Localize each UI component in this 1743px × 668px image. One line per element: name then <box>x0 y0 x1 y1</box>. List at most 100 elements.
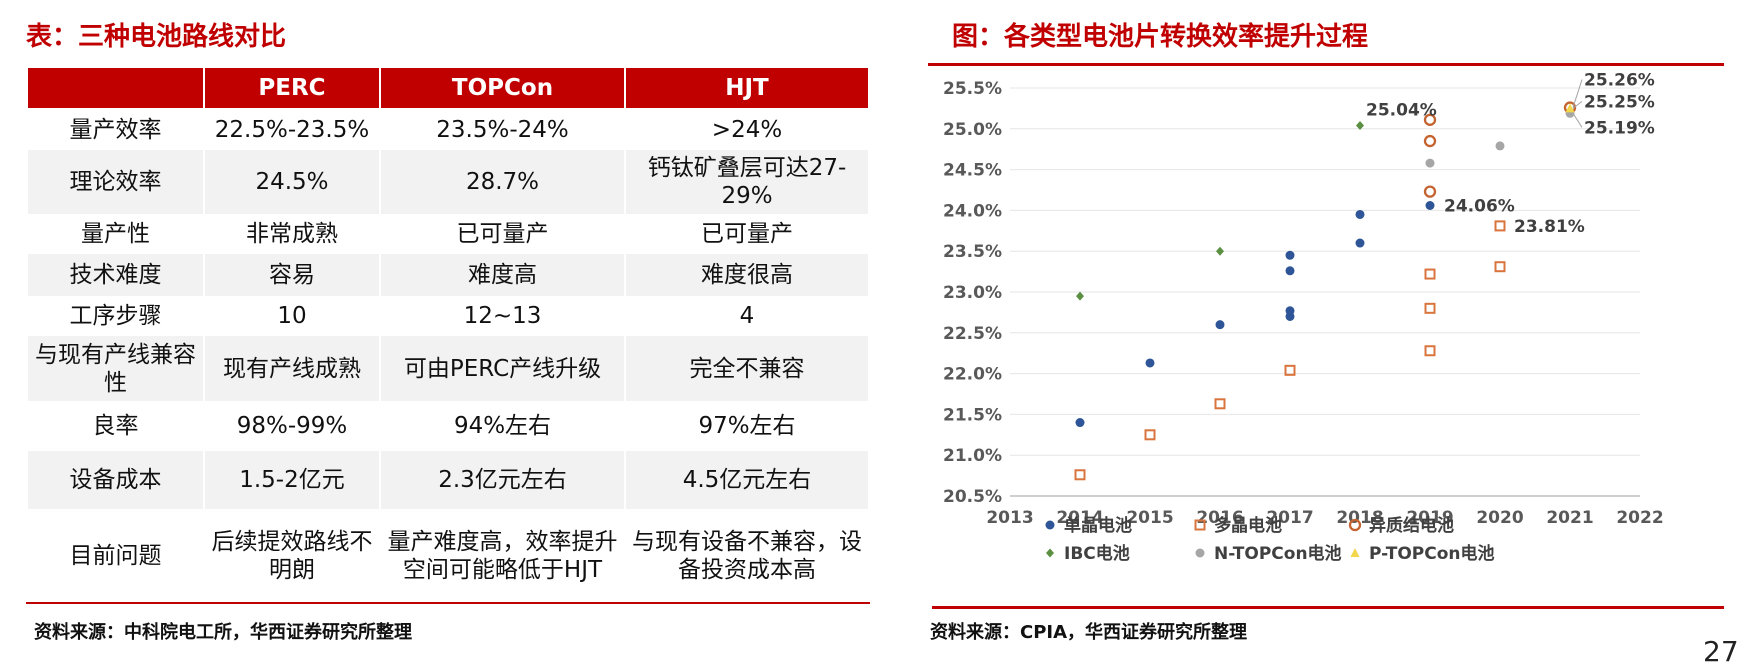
point-单晶电池 <box>1285 266 1295 276</box>
efficiency-scatter-chart: 20.5% 21.0% 21.5% 22.0% 22.5% 23.0% 23.5% 24.0%… <box>943 71 1664 564</box>
x-tick-label: 2018 <box>1336 508 1383 528</box>
legend-label: P-TOPCon电池 <box>1369 543 1494 564</box>
table-row: 理论效率 24.5% 28.7% 钙钛矿叠层可达27-29% <box>26 150 870 214</box>
row-label: 工序步骤 <box>26 296 205 336</box>
row-label: 目前问题 <box>26 509 205 604</box>
cell: 钙钛矿叠层可达27-29% <box>624 150 870 214</box>
point-多晶电池 <box>1214 398 1226 410</box>
header-perc: PERC <box>203 66 381 110</box>
y-tick-label: 21.0% <box>943 446 1002 466</box>
cell: 与现有设备不兼容，设备投资成本高 <box>624 509 870 604</box>
cell: 难度很高 <box>624 254 870 296</box>
point-单晶电池 <box>1355 238 1365 248</box>
point-异质结电池 <box>1423 185 1437 198</box>
point-P-TOPCon电池 <box>1565 103 1575 113</box>
annotation-leader <box>1572 113 1583 128</box>
point-单晶电池 <box>1355 209 1365 219</box>
table-header-row: PERC TOPCon HJT <box>26 66 870 110</box>
annotation-leader <box>1572 101 1583 109</box>
table-row: 技术难度 容易 难度高 难度很高 <box>26 254 870 296</box>
x-tick-label: 2022 <box>1616 508 1663 528</box>
data-label: 25.25% <box>1584 92 1655 112</box>
point-多晶电池 <box>1424 268 1436 280</box>
table-source: 资料来源：中科院电工所，华西证券研究所整理 <box>34 622 412 643</box>
row-label: 理论效率 <box>26 150 205 214</box>
header-hjt: HJT <box>624 66 870 110</box>
cell: 97%左右 <box>624 401 870 451</box>
cell: 难度高 <box>379 254 626 296</box>
cell: 量产难度高，效率提升空间可能略低于HJT <box>379 509 626 604</box>
cell: 可由PERC产线升级 <box>379 336 626 401</box>
row-label: 与现有产线兼容性 <box>26 336 205 401</box>
cell: 22.5%-23.5% <box>203 109 381 150</box>
cell: 12~13 <box>379 296 626 336</box>
header-blank <box>26 66 205 110</box>
chart-bottom-rule <box>932 606 1724 609</box>
point-单晶电池 <box>1075 418 1085 428</box>
row-label: 量产性 <box>26 214 205 254</box>
y-tick-label: 24.0% <box>943 201 1002 221</box>
x-tick-label: 2016 <box>1196 508 1243 528</box>
legend-marker <box>1350 548 1360 557</box>
cell: 非常成熟 <box>203 214 381 254</box>
cell: 94%左右 <box>379 401 626 451</box>
legend-marker <box>1348 518 1362 532</box>
cell: 容易 <box>203 254 381 296</box>
table-row: 量产性 非常成熟 已可量产 已可量产 <box>26 214 870 254</box>
y-tick-label: 20.5% <box>943 487 1002 507</box>
legend-marker <box>1045 520 1055 530</box>
cell: 已可量产 <box>624 214 870 254</box>
y-tick-label: 25.5% <box>943 79 1002 99</box>
chart-source: 资料来源：CPIA，华西证券研究所整理 <box>930 622 1248 643</box>
cell: 已可量产 <box>379 214 626 254</box>
cell: 4 <box>624 296 870 336</box>
page-number: 27 <box>1703 635 1739 668</box>
y-tick-label: 22.5% <box>943 324 1002 344</box>
point-N-TOPCon电池 <box>1495 141 1505 151</box>
y-tick-label: 25.0% <box>943 120 1002 140</box>
legend-marker <box>1195 548 1205 558</box>
legend-label: 异质结电池 <box>1369 515 1454 536</box>
cell: 28.7% <box>379 150 626 214</box>
legend-label: IBC电池 <box>1064 543 1130 564</box>
point-多晶电池 <box>1074 469 1086 481</box>
point-单晶电池 <box>1285 250 1295 260</box>
table-row: 与现有产线兼容性 现有产线成熟 可由PERC产线升级 完全不兼容 <box>26 336 870 401</box>
row-label: 技术难度 <box>26 254 205 296</box>
chart-title: 图：各类型电池片转换效率提升过程 <box>952 22 1369 52</box>
comparison-table: PERC TOPCon HJT 量产效率 22.5%-23.5% 23.5%-2… <box>26 66 870 604</box>
cell: 10 <box>203 296 381 336</box>
x-tick-label: 2021 <box>1546 508 1593 528</box>
x-tick-label: 2020 <box>1476 508 1523 528</box>
data-label: 25.26% <box>1584 71 1655 91</box>
point-多晶电池 <box>1494 261 1506 273</box>
point-IBC电池 <box>1216 246 1224 256</box>
cell: 98%-99% <box>203 401 381 451</box>
cell: >24% <box>624 109 870 150</box>
point-单晶电池 <box>1215 320 1225 330</box>
legend-label: 单晶电池 <box>1064 515 1132 536</box>
cell: 24.5% <box>203 150 381 214</box>
point-多晶电池 <box>1424 345 1436 357</box>
legend-label: N-TOPCon电池 <box>1214 543 1342 564</box>
row-label: 量产效率 <box>26 109 205 150</box>
y-tick-label: 22.0% <box>943 365 1002 385</box>
legend-marker <box>1046 548 1054 558</box>
point-N-TOPCon电池 <box>1425 158 1435 168</box>
table-row: 目前问题 后续提效路线不明朗 量产难度高，效率提升空间可能略低于HJT 与现有设… <box>26 509 870 604</box>
point-异质结电池 <box>1423 134 1437 148</box>
cell: 后续提效路线不明朗 <box>203 509 381 604</box>
x-tick-label: 2013 <box>986 508 1033 528</box>
point-多晶电池 <box>1494 220 1506 232</box>
table-row: 量产效率 22.5%-23.5% 23.5%-24% >24% <box>26 109 870 150</box>
data-label: 23.81% <box>1514 217 1585 237</box>
header-topcon: TOPCon <box>379 66 626 110</box>
point-单晶电池 <box>1285 306 1295 316</box>
legend-label: 多晶电池 <box>1214 515 1282 536</box>
chart-top-rule <box>928 63 1724 66</box>
table-row: 工序步骤 10 12~13 4 <box>26 296 870 336</box>
y-tick-label: 24.5% <box>943 161 1002 181</box>
table-row: 良率 98%-99% 94%左右 97%左右 <box>26 401 870 451</box>
data-label: 25.04% <box>1366 101 1437 121</box>
point-多晶电池 <box>1144 429 1156 441</box>
